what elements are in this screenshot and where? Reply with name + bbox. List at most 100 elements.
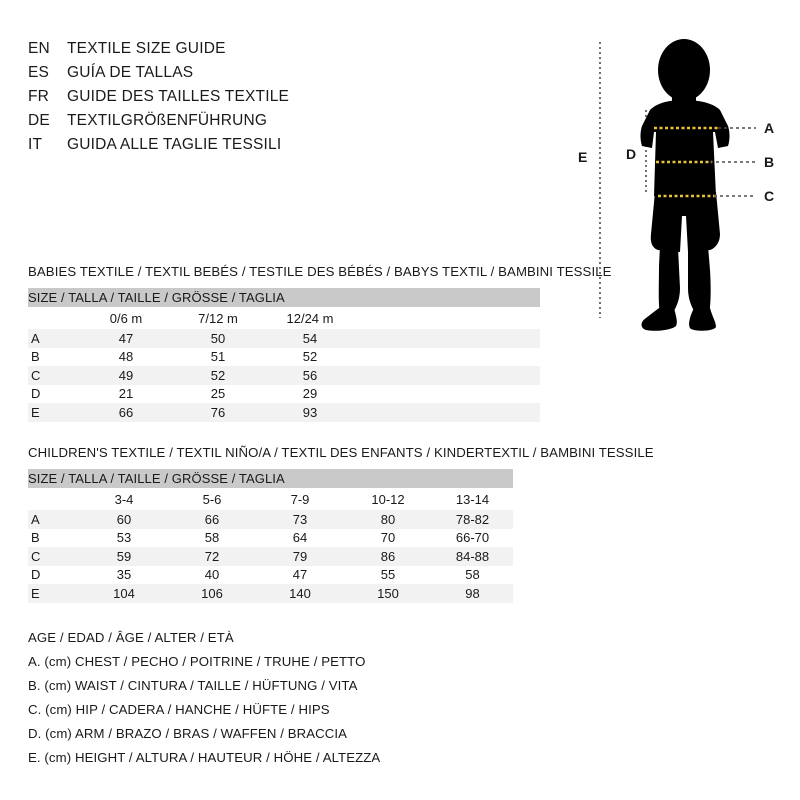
cell-value: 47 (80, 329, 172, 348)
legend-line-c: C. (cm) HIP / CADERA / HANCHE / HÜFTE / … (28, 702, 330, 717)
legend-line-a: A. (cm) CHEST / PECHO / POITRINE / TRUHE… (28, 654, 366, 669)
babies-section-title: BABIES TEXTILE / TEXTIL BEBÉS / TESTILE … (28, 264, 612, 279)
marker-label-a: A (764, 120, 774, 136)
row-label: E (28, 584, 80, 603)
table-row: E 104 106 140 150 98 (28, 584, 513, 603)
babies-size-header-label: SIZE / TALLA / TAILLE / GRÖSSE / TAGLIA (28, 288, 541, 307)
row-label: D (28, 565, 80, 584)
measurement-legend: AGE / EDAD / ÂGE / ALTER / ETÀ A. (cm) C… (28, 630, 458, 774)
cell-spacer (356, 403, 541, 422)
children-column-header: 7-9 (256, 488, 344, 510)
cell-value: 55 (344, 565, 432, 584)
cell-value: 58 (168, 528, 256, 547)
babies-column-header: 12/24 m (264, 307, 356, 329)
language-code: EN (28, 40, 50, 57)
cell-value: 66-70 (432, 528, 513, 547)
row-label: E (28, 403, 80, 422)
cell-value: 40 (168, 565, 256, 584)
cell-value: 79 (256, 547, 344, 566)
language-title: GUÍA DE TALLAS (67, 64, 194, 81)
cell-value: 104 (80, 584, 168, 603)
marker-label-c: C (764, 188, 774, 204)
cell-value: 35 (80, 565, 168, 584)
language-title: GUIDA ALLE TAGLIE TESSILI (67, 136, 282, 153)
table-row: B 48 51 52 (28, 347, 541, 366)
row-label: D (28, 384, 80, 403)
cell-value: 54 (264, 329, 356, 348)
language-row: EN TEXTILE SIZE GUIDE (28, 40, 448, 64)
language-row: DE TEXTILGRÖßENFÜHRUNG (28, 112, 448, 136)
cell-value: 49 (80, 366, 172, 385)
cell-value: 73 (256, 510, 344, 529)
cell-value: 66 (168, 510, 256, 529)
cell-value: 47 (256, 565, 344, 584)
cell-value: 140 (256, 584, 344, 603)
silhouette-body (640, 39, 730, 331)
table-row: C 59 72 79 86 84-88 (28, 547, 513, 566)
legend-line-e: E. (cm) HEIGHT / ALTURA / HAUTEUR / HÖHE… (28, 750, 381, 765)
babies-size-section: BABIES TEXTILE / TEXTIL BEBÉS / TESTILE … (28, 264, 612, 422)
language-title-block: EN TEXTILE SIZE GUIDE ES GUÍA DE TALLAS … (28, 40, 448, 160)
cell-spacer (356, 347, 541, 366)
children-column-header: 10-12 (344, 488, 432, 510)
row-label: A (28, 510, 80, 529)
cell-value: 150 (344, 584, 432, 603)
row-label: C (28, 547, 80, 566)
legend-line-d: D. (cm) ARM / BRAZO / BRAS / WAFFEN / BR… (28, 726, 348, 741)
cell-value: 52 (172, 366, 264, 385)
table-row: A 47 50 54 (28, 329, 541, 348)
language-title: TEXTILE SIZE GUIDE (67, 40, 226, 57)
language-code: IT (28, 136, 43, 153)
cell-spacer (356, 384, 541, 403)
language-row: ES GUÍA DE TALLAS (28, 64, 448, 88)
cell-value: 48 (80, 347, 172, 366)
cell-value: 106 (168, 584, 256, 603)
language-code: FR (28, 88, 50, 105)
children-section-title: CHILDREN'S TEXTILE / TEXTIL NIÑO/A / TEX… (28, 445, 654, 460)
children-column-header-row: 3-4 5-6 7-9 10-12 13-14 (28, 488, 513, 510)
children-size-header-row: SIZE / TALLA / TAILLE / GRÖSSE / TAGLIA (28, 469, 513, 488)
cell-value: 21 (80, 384, 172, 403)
babies-corner-cell (28, 307, 80, 329)
cell-value: 72 (168, 547, 256, 566)
cell-spacer (356, 366, 541, 385)
table-row: E 66 76 93 (28, 403, 541, 422)
cell-value: 56 (264, 366, 356, 385)
cell-spacer (356, 329, 541, 348)
cell-value: 51 (172, 347, 264, 366)
language-title: TEXTILGRÖßENFÜHRUNG (67, 112, 268, 129)
children-column-header: 5-6 (168, 488, 256, 510)
marker-label-d: D (626, 146, 636, 162)
child-silhouette-icon: A B C D E (578, 39, 774, 331)
babies-column-header: 0/6 m (80, 307, 172, 329)
cell-value: 98 (432, 584, 513, 603)
marker-label-b: B (764, 154, 774, 170)
babies-column-header: 7/12 m (172, 307, 264, 329)
cell-value: 53 (80, 528, 168, 547)
table-row: D 35 40 47 55 58 (28, 565, 513, 584)
babies-column-header-row: 0/6 m 7/12 m 12/24 m (28, 307, 541, 329)
language-row: FR GUIDE DES TAILLES TEXTILE (28, 88, 448, 112)
children-corner-cell (28, 488, 80, 510)
table-row: C 49 52 56 (28, 366, 541, 385)
cell-value: 76 (172, 403, 264, 422)
children-size-table: SIZE / TALLA / TAILLE / GRÖSSE / TAGLIA … (28, 469, 513, 603)
cell-value: 78-82 (432, 510, 513, 529)
babies-column-header-spacer (356, 307, 541, 329)
cell-value: 25 (172, 384, 264, 403)
babies-size-table: SIZE / TALLA / TAILLE / GRÖSSE / TAGLIA … (28, 288, 541, 422)
cell-value: 60 (80, 510, 168, 529)
row-label: B (28, 528, 80, 547)
legend-line-b: B. (cm) WAIST / CINTURA / TAILLE / HÜFTU… (28, 678, 358, 693)
table-row: D 21 25 29 (28, 384, 541, 403)
cell-value: 84-88 (432, 547, 513, 566)
babies-size-header-row: SIZE / TALLA / TAILLE / GRÖSSE / TAGLIA (28, 288, 541, 307)
measurement-figure-panel: A B C D E (560, 20, 800, 350)
cell-value: 58 (432, 565, 513, 584)
cell-value: 80 (344, 510, 432, 529)
cell-value: 64 (256, 528, 344, 547)
language-code: DE (28, 112, 50, 129)
children-size-section: CHILDREN'S TEXTILE / TEXTIL NIÑO/A / TEX… (28, 445, 654, 603)
cell-value: 86 (344, 547, 432, 566)
row-label: C (28, 366, 80, 385)
